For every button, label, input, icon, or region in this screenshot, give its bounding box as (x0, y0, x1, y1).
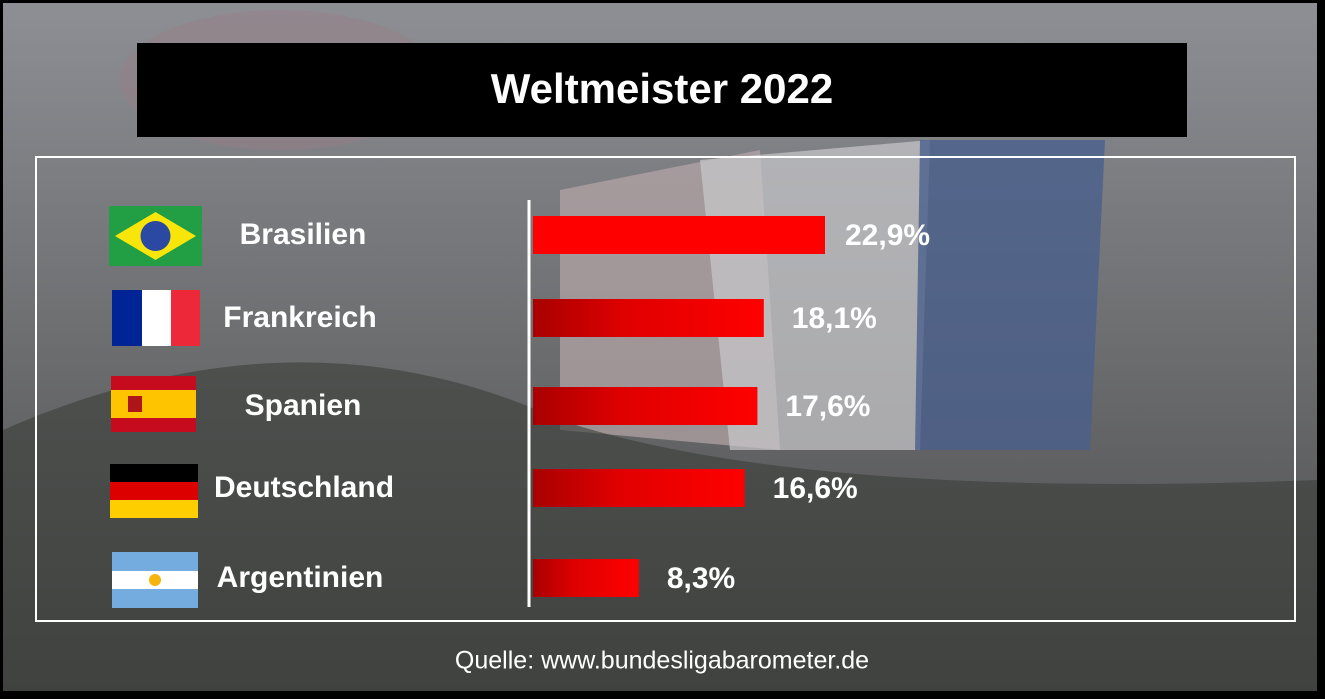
value-label: 22,9% (845, 219, 930, 252)
value-label: 18,1% (792, 302, 877, 335)
bar (533, 387, 758, 425)
category-label: Deutschland (214, 471, 394, 504)
frame (35, 156, 1296, 622)
title-box (137, 43, 1187, 137)
value-label: 16,6% (773, 472, 858, 505)
flag-spain (111, 376, 196, 432)
flag-france (112, 290, 200, 346)
bar (533, 299, 764, 337)
flag-brazil (109, 206, 202, 266)
chart-title: Weltmeister 2022 (491, 65, 833, 112)
bar (533, 216, 825, 254)
source: Quelle: www.bundesligabarometer.de (455, 647, 869, 675)
value-label: 8,3% (667, 562, 735, 595)
flag-argentina (112, 552, 198, 608)
category-label: Argentinien (217, 561, 384, 594)
bar (533, 469, 745, 507)
category-label: Spanien (245, 389, 362, 422)
category-label: Frankreich (223, 301, 376, 334)
bg-crowd (3, 362, 1317, 691)
bar (533, 559, 639, 597)
category-label: Brasilien (240, 218, 367, 251)
bg-flag-blue (915, 140, 1105, 450)
value-label: 17,6% (785, 390, 870, 423)
flag-germany (110, 464, 198, 518)
